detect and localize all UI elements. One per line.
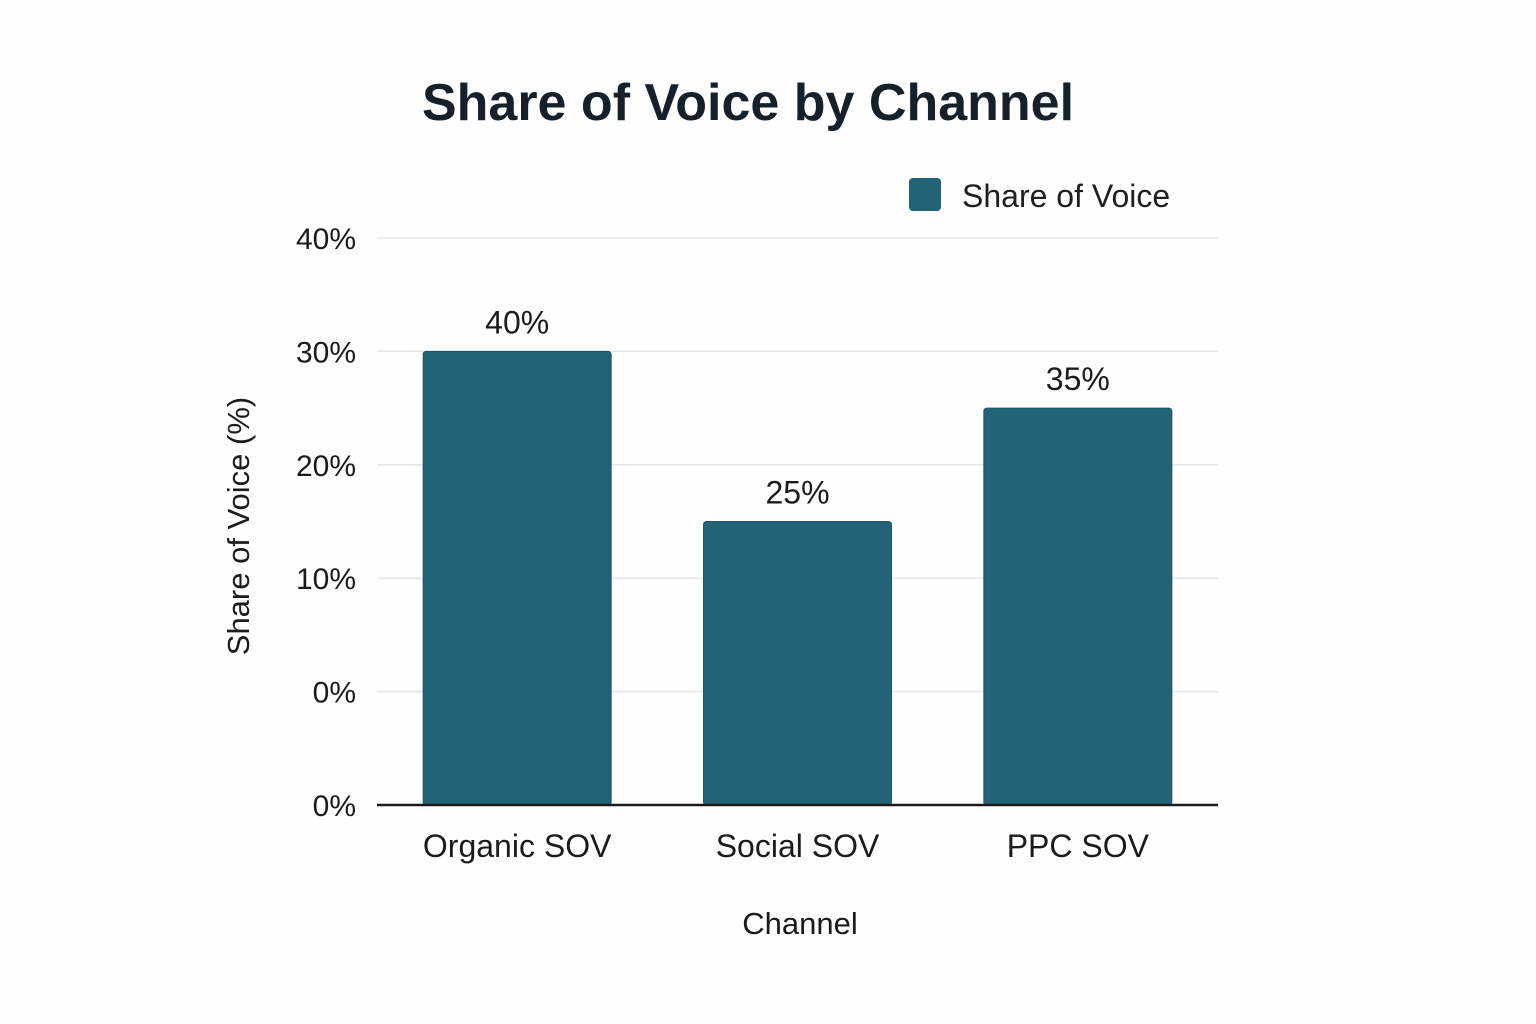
y-axis-ticks: 0% 0% 10% 20% 30% 40% xyxy=(296,223,356,823)
bar-organic-sov xyxy=(422,350,612,806)
x-tick-label: PPC SOV xyxy=(1007,828,1150,864)
chart-title: Share of Voice by Channel xyxy=(422,74,1074,132)
x-tick-label: Social SOV xyxy=(716,828,880,864)
y-tick-label: 0% xyxy=(313,677,356,710)
data-labels: 40% 25% 35% xyxy=(485,304,1110,510)
bars xyxy=(422,350,1173,806)
y-tick-label: 0% xyxy=(313,790,356,823)
x-tick-label: Organic SOV xyxy=(423,828,612,864)
data-label: 25% xyxy=(765,475,829,511)
y-tick-label: 40% xyxy=(296,223,356,256)
data-label: 35% xyxy=(1046,361,1110,397)
data-label: 40% xyxy=(485,304,549,340)
y-tick-label: 10% xyxy=(296,563,356,596)
legend-swatch xyxy=(909,178,941,211)
x-axis-ticks: Organic SOV Social SOV PPC SOV xyxy=(423,828,1150,864)
y-tick-label: 30% xyxy=(296,336,356,369)
y-axis-label: Share of Voice (%) xyxy=(221,397,256,655)
legend: Share of Voice xyxy=(909,178,1170,214)
bar-social-sov xyxy=(703,521,892,806)
bar-ppc-sov xyxy=(983,407,1173,806)
legend-label: Share of Voice xyxy=(962,178,1170,214)
x-axis-label: Channel xyxy=(742,906,857,941)
y-tick-label: 20% xyxy=(296,450,356,483)
